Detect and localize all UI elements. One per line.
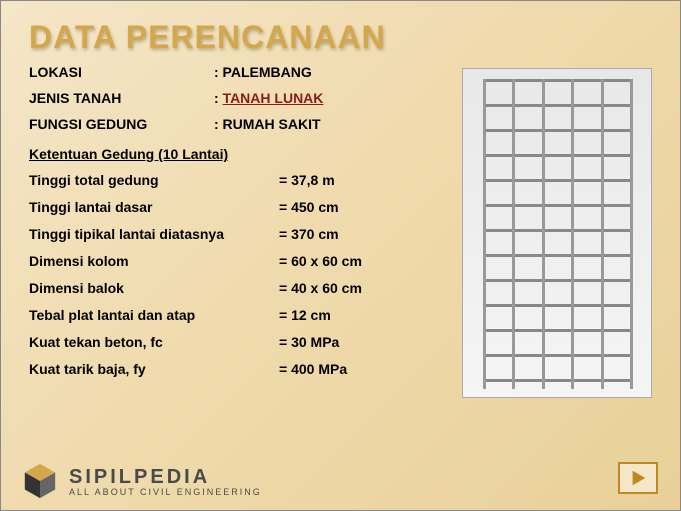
spec-row: Tinggi tipikal lantai diatasnya= 370 cm	[29, 226, 450, 242]
spec-label: Tinggi total gedung	[29, 172, 279, 188]
info-value: : TANAH LUNAK	[214, 90, 323, 106]
spec-label: Kuat tekan beton, fc	[29, 334, 279, 350]
spec-row: Dimensi kolom= 60 x 60 cm	[29, 253, 450, 269]
highlighted-value: TANAH LUNAK	[223, 90, 324, 106]
spec-label: Dimensi balok	[29, 280, 279, 296]
brand-name: SIPILPEDIA	[69, 466, 262, 489]
spec-value: = 450 cm	[279, 199, 339, 215]
content-area: LOKASI: PALEMBANGJENIS TANAH: TANAH LUNA…	[1, 64, 680, 398]
logo-icon	[21, 462, 59, 500]
spec-row: Tinggi lantai dasar= 450 cm	[29, 199, 450, 215]
spec-row: Kuat tarik baja, fy= 400 MPa	[29, 361, 450, 377]
data-column: LOKASI: PALEMBANGJENIS TANAH: TANAH LUNA…	[29, 64, 462, 398]
info-label: JENIS TANAH	[29, 90, 214, 106]
spec-value: = 60 x 60 cm	[279, 253, 362, 269]
spec-label: Tinggi lantai dasar	[29, 199, 279, 215]
spec-label: Tinggi tipikal lantai diatasnya	[29, 226, 279, 242]
spec-value: = 30 MPa	[279, 334, 339, 350]
info-value: : RUMAH SAKIT	[214, 116, 321, 132]
brand-tagline: ALL ABOUT CIVIL ENGINEERING	[69, 487, 262, 497]
spec-value: = 400 MPa	[279, 361, 347, 377]
building-illustration	[462, 68, 652, 398]
spec-row: Tinggi total gedung= 37,8 m	[29, 172, 450, 188]
brand-footer: SIPILPEDIA ALL ABOUT CIVIL ENGINEERING	[21, 462, 262, 500]
info-label: LOKASI	[29, 64, 214, 80]
spec-value: = 40 x 60 cm	[279, 280, 362, 296]
info-label: FUNGSI GEDUNG	[29, 116, 214, 132]
info-row: FUNGSI GEDUNG: RUMAH SAKIT	[29, 116, 450, 132]
spec-value: = 370 cm	[279, 226, 339, 242]
spec-label: Kuat tarik baja, fy	[29, 361, 279, 377]
play-icon	[629, 469, 647, 487]
info-row: JENIS TANAH: TANAH LUNAK	[29, 90, 450, 106]
spec-row: Tebal plat lantai dan atap= 12 cm	[29, 307, 450, 323]
spec-label: Tebal plat lantai dan atap	[29, 307, 279, 323]
next-button[interactable]	[618, 462, 658, 494]
spec-value: = 37,8 m	[279, 172, 335, 188]
info-row: LOKASI: PALEMBANG	[29, 64, 450, 80]
spec-label: Dimensi kolom	[29, 253, 279, 269]
spec-row: Kuat tekan beton, fc= 30 MPa	[29, 334, 450, 350]
specs-subheading: Ketentuan Gedung (10 Lantai)	[29, 146, 450, 162]
page-title: DATA PERENCANAAN	[1, 1, 680, 64]
info-value: : PALEMBANG	[214, 64, 312, 80]
spec-row: Dimensi balok= 40 x 60 cm	[29, 280, 450, 296]
spec-value: = 12 cm	[279, 307, 331, 323]
